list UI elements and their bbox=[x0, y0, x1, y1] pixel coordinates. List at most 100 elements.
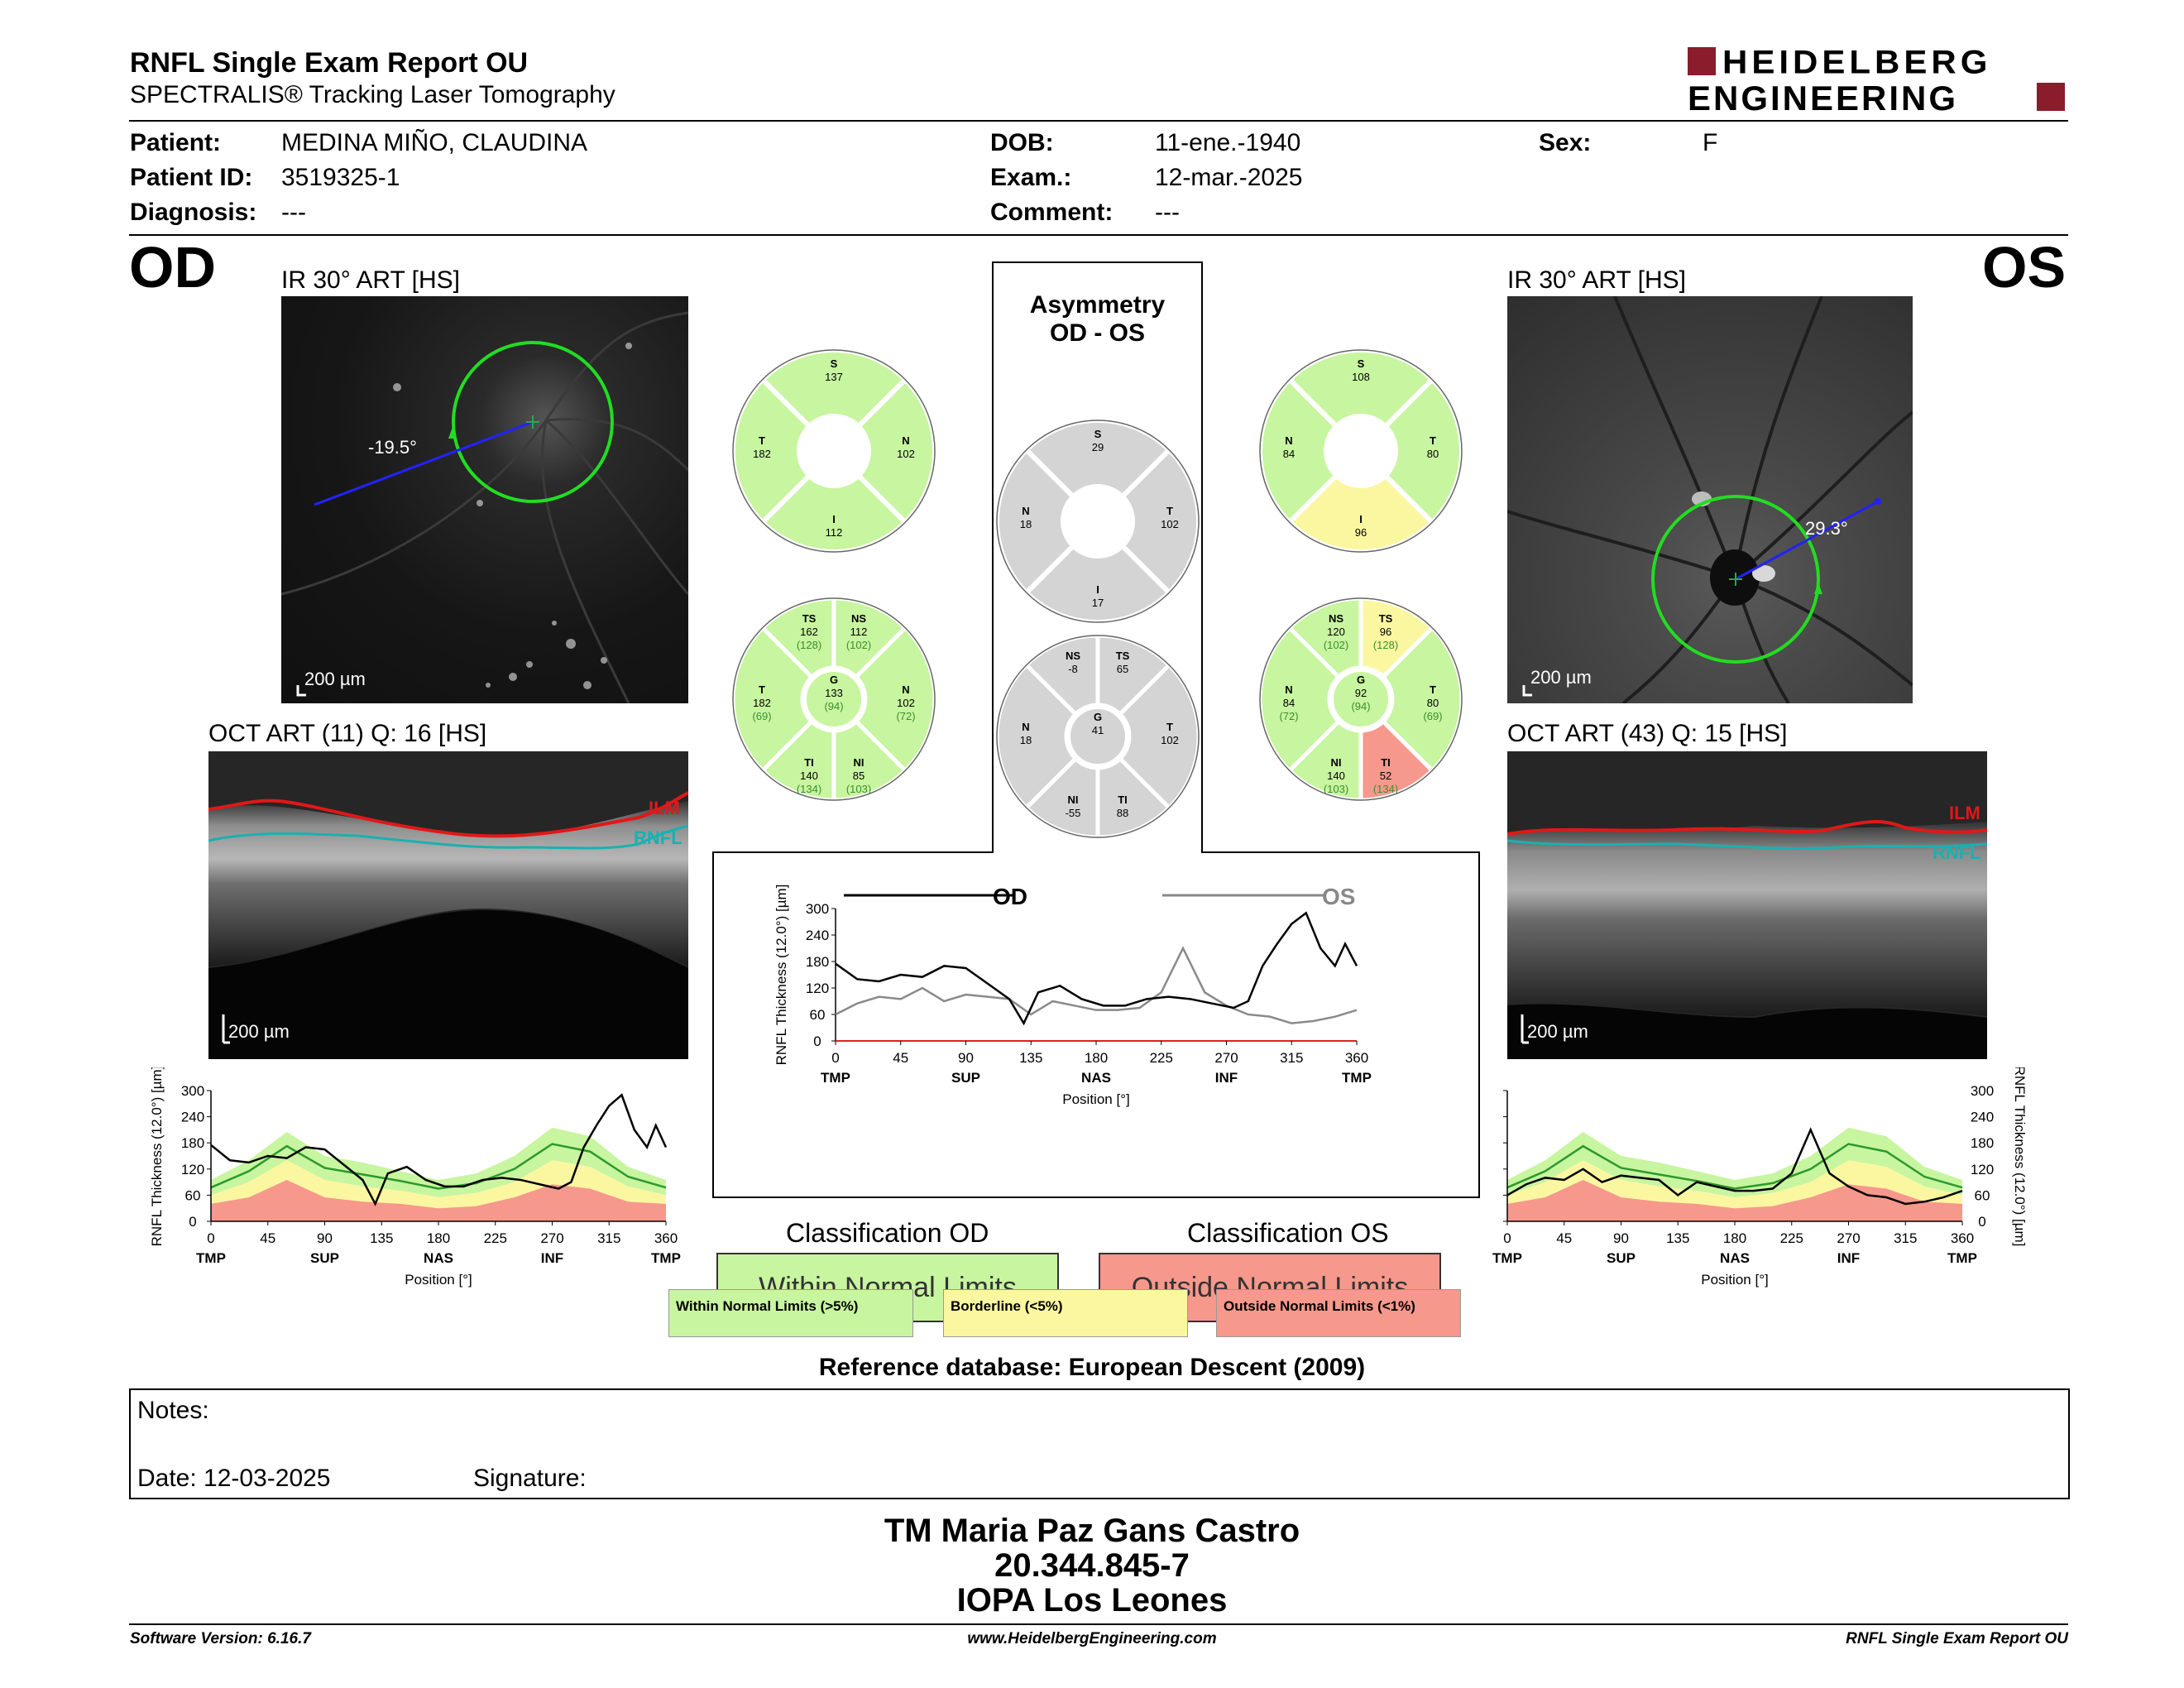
asym-sector-label-TS: TS bbox=[1116, 650, 1130, 662]
center-frame bbox=[712, 261, 1480, 1198]
ytick-240: 240 bbox=[181, 1110, 204, 1125]
od-sector-label-G: G bbox=[830, 674, 838, 686]
xcat-TMP: TMP bbox=[1342, 1070, 1372, 1086]
signature-label: Signature: bbox=[473, 1465, 587, 1492]
od-quadrant-value-N: 102 bbox=[897, 448, 915, 460]
asym-sector-G bbox=[1067, 706, 1128, 767]
os-sector-ref-G: (94) bbox=[1351, 700, 1370, 712]
xcat-INF: INF bbox=[1215, 1070, 1238, 1086]
od-sector-disc: TS162(128)NS112(102)N102(72)NI85(103)TI1… bbox=[730, 596, 937, 803]
normal-band-red bbox=[1507, 1179, 1962, 1221]
y-axis-label: RNFL Thickness (12.0°) [µm] bbox=[2012, 1067, 2028, 1246]
od-sector-value-NI: 85 bbox=[853, 770, 864, 782]
od-sector-label-NI: NI bbox=[854, 756, 864, 769]
legend-within-normal: Within Normal Limits (>5%) bbox=[668, 1289, 913, 1337]
footer-report-name: RNFL Single Exam Report OU bbox=[1846, 1630, 2068, 1647]
os-classification-title: Classification OS bbox=[1187, 1218, 1389, 1248]
os-sector-label-N: N bbox=[1285, 683, 1292, 696]
patient-id-label: Patient ID: bbox=[130, 164, 253, 191]
os-sector-value-N: 84 bbox=[1283, 697, 1295, 709]
exam-label: Exam.: bbox=[990, 164, 1072, 191]
asym-sector-label-N: N bbox=[1022, 721, 1029, 733]
sex-label: Sex: bbox=[1539, 129, 1592, 156]
asym-sector-label-NS: NS bbox=[1066, 650, 1080, 662]
x-axis-label: Position [°] bbox=[1062, 1091, 1129, 1107]
y-axis-label: RNFL Thickness (12.0°) [µm] bbox=[149, 1067, 165, 1246]
os-sector-label-NI: NI bbox=[1331, 756, 1342, 769]
normative-mean-line bbox=[1506, 1143, 1963, 1190]
os-sector-label-G: G bbox=[1357, 674, 1365, 686]
os-angle-label: 29.3° bbox=[1805, 518, 1848, 539]
series-line-os bbox=[1506, 1127, 1963, 1206]
os-oct-bscan bbox=[1507, 751, 1987, 1059]
comment-label: Comment: bbox=[990, 199, 1114, 226]
ytick-180: 180 bbox=[181, 1135, 204, 1151]
ytick-0: 0 bbox=[1978, 1214, 1985, 1230]
od-sector-label-TS: TS bbox=[802, 612, 817, 625]
xtick-135: 135 bbox=[1019, 1050, 1042, 1066]
os-quadrant-value-N: 84 bbox=[1283, 448, 1295, 460]
od-ilm-label: ILM bbox=[649, 798, 680, 818]
patient-label: Patient: bbox=[130, 129, 222, 156]
asym-quadrant-value-I: 17 bbox=[1092, 597, 1104, 609]
xtick-270: 270 bbox=[1214, 1050, 1238, 1066]
xtick-225: 225 bbox=[484, 1230, 507, 1246]
xcat-SUP: SUP bbox=[951, 1070, 980, 1086]
ytick-0: 0 bbox=[189, 1214, 196, 1230]
asym-quadrant-label-T: T bbox=[1166, 505, 1173, 517]
asym-quadrant-label-S: S bbox=[1094, 428, 1102, 440]
od-scan-circle bbox=[452, 341, 614, 503]
asym-sector-value-T: 102 bbox=[1161, 734, 1179, 746]
os-scan-circle bbox=[1651, 495, 1820, 664]
os-quadrant-value-S: 108 bbox=[1352, 371, 1370, 383]
xtick-360: 360 bbox=[654, 1230, 678, 1246]
normal-band-yellow bbox=[211, 1160, 666, 1209]
od-sector-value-TI: 140 bbox=[800, 770, 818, 782]
asym-quadrant-label-I: I bbox=[1096, 583, 1099, 596]
od-fundus-image: -19.5° 200 µm bbox=[281, 296, 688, 703]
od-sector-ref-T: (69) bbox=[752, 710, 771, 722]
xtick-180: 180 bbox=[427, 1230, 450, 1246]
normal-band-yellow bbox=[1507, 1160, 1962, 1209]
xcat-TMP: TMP bbox=[1947, 1250, 1977, 1266]
os-sector-value-TI: 52 bbox=[1380, 770, 1391, 782]
ytick-300: 300 bbox=[181, 1083, 204, 1099]
os-sector-ref-N: (72) bbox=[1279, 710, 1298, 722]
od-quadrant-label-N: N bbox=[902, 434, 909, 447]
os-ir-title: IR 30° ART [HS] bbox=[1507, 266, 1686, 294]
ytick-120: 120 bbox=[1971, 1162, 1994, 1177]
os-sector-label-NS: NS bbox=[1329, 612, 1343, 625]
od-oct-title: OCT ART (11) Q: 16 [HS] bbox=[208, 720, 487, 747]
os-sector-label-TS: TS bbox=[1379, 612, 1393, 625]
od-sector-value-TS: 162 bbox=[800, 626, 818, 638]
normal-band-red bbox=[211, 1179, 666, 1221]
sex-value: F bbox=[1703, 129, 1718, 156]
xtick-0: 0 bbox=[1503, 1230, 1511, 1246]
od-quadrant-label-I: I bbox=[832, 513, 836, 525]
xcat-TMP: TMP bbox=[651, 1250, 681, 1266]
asym-sector-value-N: 18 bbox=[1020, 734, 1032, 746]
os-sector-value-T: 80 bbox=[1427, 697, 1439, 709]
asym-sector-value-G: 41 bbox=[1092, 724, 1104, 736]
asym-sector-label-NI: NI bbox=[1068, 794, 1079, 806]
ytick-60: 60 bbox=[185, 1187, 201, 1203]
xcat-SUP: SUP bbox=[1607, 1250, 1636, 1266]
xtick-315: 315 bbox=[597, 1230, 620, 1246]
xcat-TMP: TMP bbox=[196, 1250, 226, 1266]
os-rnfl-label: RNFL bbox=[1933, 842, 1981, 863]
xtick-180: 180 bbox=[1723, 1230, 1746, 1246]
xtick-225: 225 bbox=[1780, 1230, 1803, 1246]
os-quadrant-label-S: S bbox=[1358, 357, 1365, 370]
os-eye-label: OS bbox=[1982, 235, 2067, 300]
od-sector-label-N: N bbox=[902, 683, 909, 696]
od-ir-title: IR 30° ART [HS] bbox=[281, 266, 460, 294]
od-oct-bscan bbox=[208, 751, 688, 1059]
od-sector-label-TI: TI bbox=[804, 756, 814, 769]
xtick-315: 315 bbox=[1894, 1230, 1917, 1246]
heidelberg-logo: HEIDELBERG ENGINEERING bbox=[1688, 43, 2068, 117]
ytick-240: 240 bbox=[1971, 1110, 1994, 1125]
od-eye-label: OD bbox=[129, 235, 216, 300]
os-sector-value-TS: 96 bbox=[1380, 626, 1391, 638]
report-subtitle: SPECTRALIS® Tracking Laser Tomography bbox=[130, 81, 615, 108]
